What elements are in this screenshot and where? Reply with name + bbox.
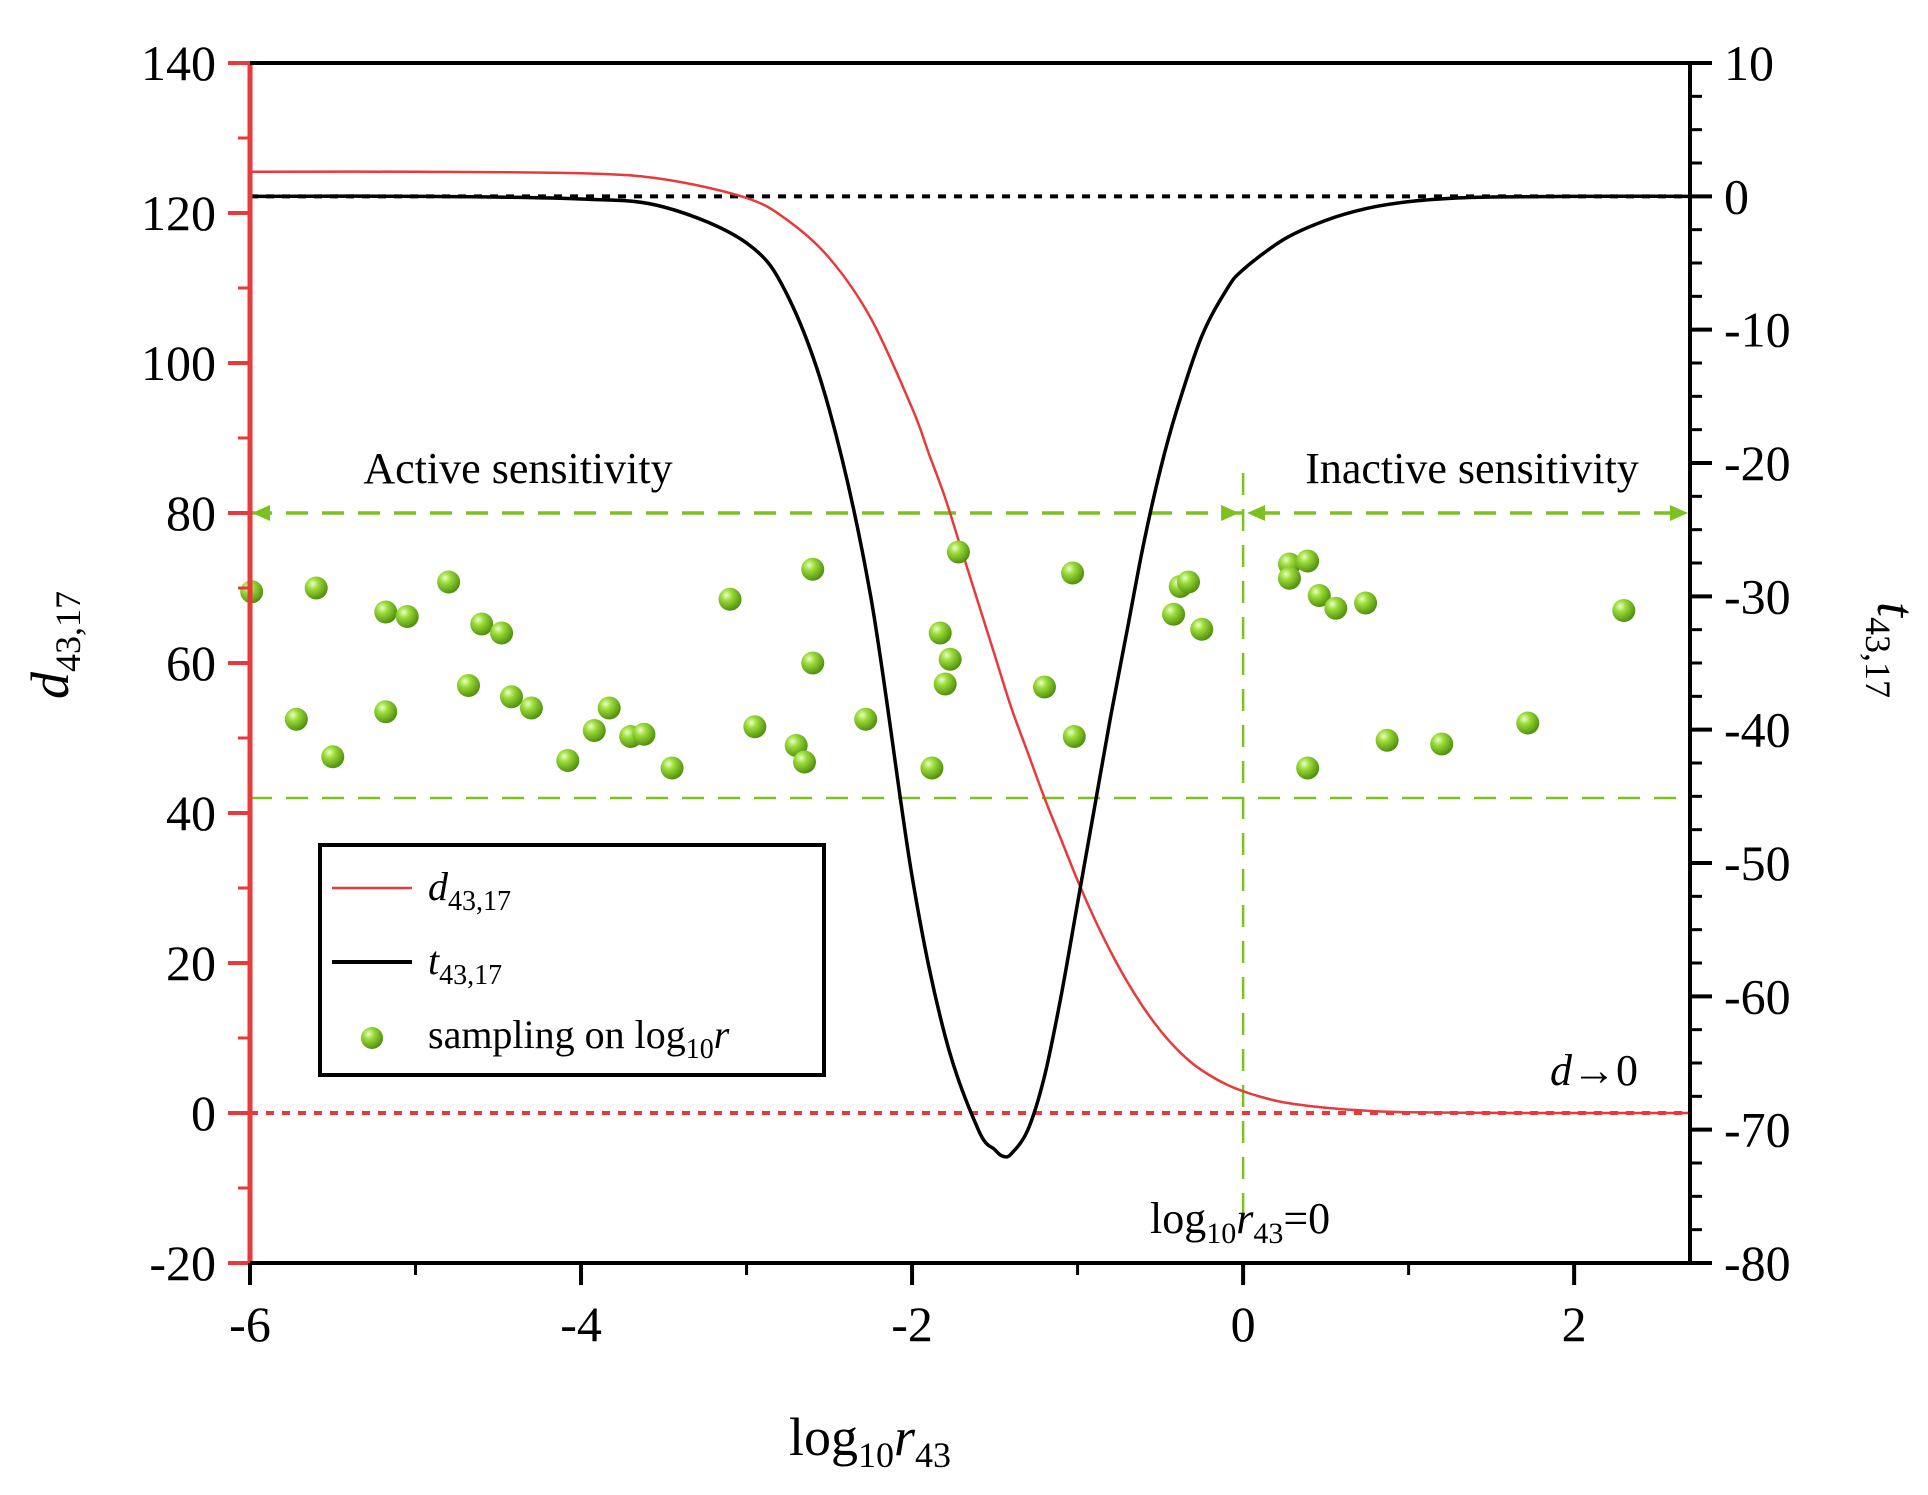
y-left-tick-label: 80 <box>166 485 216 541</box>
sample-point <box>500 685 524 709</box>
y-right-tick-label: -50 <box>1724 835 1791 891</box>
scatter-layer <box>240 540 1636 780</box>
x-tick-label: -2 <box>891 1296 933 1352</box>
axes-layer <box>247 61 1692 1265</box>
y-left-tick-label: 140 <box>141 35 216 91</box>
sample-point <box>556 749 580 772</box>
arrow-right-inactive <box>1670 505 1688 521</box>
sample-point <box>374 600 398 624</box>
y-right-tick-label: -70 <box>1724 1102 1791 1158</box>
y-right-tick-label: -40 <box>1724 702 1791 758</box>
sample-point <box>456 674 480 697</box>
arrow-left-inactive <box>1247 505 1266 521</box>
sample-point <box>660 756 684 780</box>
legend-swatch-sampling <box>361 1027 383 1049</box>
series-line-d <box>249 170 1691 1115</box>
y-right-tick-label: -30 <box>1724 568 1791 624</box>
sample-point <box>1062 725 1086 748</box>
sample-point <box>1176 570 1200 594</box>
arrow-left-active <box>252 505 270 521</box>
y-right-tick-label: -80 <box>1724 1235 1791 1291</box>
sample-point <box>1162 602 1186 626</box>
sample-point <box>284 707 308 731</box>
sample-point <box>304 576 328 600</box>
x-tick-label: -6 <box>229 1296 271 1352</box>
y-right-tick-label: 0 <box>1724 168 1749 224</box>
x-tick-label: 2 <box>1562 1296 1587 1352</box>
sample-point <box>597 696 621 720</box>
d-limit-annotation: d→0 <box>1550 1046 1638 1095</box>
sample-point <box>1375 728 1399 752</box>
series-layer <box>249 170 1691 1159</box>
sample-point <box>1277 566 1301 590</box>
sample-point <box>1612 599 1636 622</box>
y-right-tick-label: -10 <box>1724 302 1791 358</box>
sample-point <box>374 700 398 724</box>
sample-point <box>743 715 767 739</box>
ticks-layer: -20020406080100120140-80-70-60-50-40-30-… <box>141 35 1791 1352</box>
sample-point <box>1190 617 1214 641</box>
series-line-t <box>249 194 1691 1159</box>
sample-point <box>1296 549 1320 573</box>
sample-point <box>1354 591 1378 615</box>
y-right-tick-label: -20 <box>1724 435 1791 491</box>
x-tick-label: -4 <box>560 1296 602 1352</box>
sample-point <box>933 672 957 696</box>
arrow-right-active <box>1221 505 1240 521</box>
y-left-tick-label: 120 <box>141 185 216 241</box>
inactive-sensitivity-label: Inactive sensitivity <box>1305 444 1639 493</box>
sample-point <box>1061 561 1085 585</box>
legend: d43,17 t43,17 sampling on log10r <box>318 843 826 1077</box>
sample-point <box>437 570 461 594</box>
active-sensitivity-label: Active sensitivity <box>363 444 672 493</box>
x-axis-title: log10r43 <box>789 1407 951 1475</box>
sample-point <box>490 621 514 645</box>
sample-point <box>1307 584 1331 607</box>
y-left-tick-label: 20 <box>166 935 216 991</box>
y-left-tick-label: -20 <box>149 1235 216 1291</box>
y-right-tick-label: 10 <box>1724 35 1774 91</box>
x-zero-annotation: log10r43=0 <box>1150 1194 1330 1250</box>
y-left-tick-label: 40 <box>166 785 216 841</box>
sample-point <box>519 696 543 720</box>
legend-label-d: d43,17 <box>428 864 511 917</box>
y-left-axis-title: d43,17 <box>20 591 88 699</box>
legend-label-t: t43,17 <box>428 938 502 991</box>
y-right-tick-label: -60 <box>1724 968 1791 1024</box>
sample-point <box>928 621 952 645</box>
sample-point <box>854 707 878 731</box>
sample-point <box>1324 596 1348 620</box>
sample-point <box>321 745 345 769</box>
sample-point <box>718 587 742 611</box>
sample-point <box>946 540 970 564</box>
sample-point <box>801 651 825 675</box>
sample-point <box>395 605 419 628</box>
y-right-axis-title: t43,17 <box>1858 602 1926 698</box>
sample-point <box>582 719 606 742</box>
sample-point <box>1296 756 1320 780</box>
sample-point <box>1032 675 1056 699</box>
y-left-tick-label: 60 <box>166 635 216 691</box>
sample-point <box>920 756 944 780</box>
legend-label-sampling: sampling on log10r <box>428 1012 730 1065</box>
sample-point <box>632 722 656 746</box>
sample-point <box>1430 732 1454 756</box>
x-tick-label: 0 <box>1231 1296 1256 1352</box>
y-left-tick-label: 0 <box>191 1085 216 1141</box>
sample-point <box>801 557 825 581</box>
sample-point <box>470 612 494 636</box>
sample-point <box>1516 711 1540 735</box>
sample-point <box>792 750 816 774</box>
sample-point <box>938 647 962 671</box>
y-left-tick-label: 100 <box>141 335 216 391</box>
